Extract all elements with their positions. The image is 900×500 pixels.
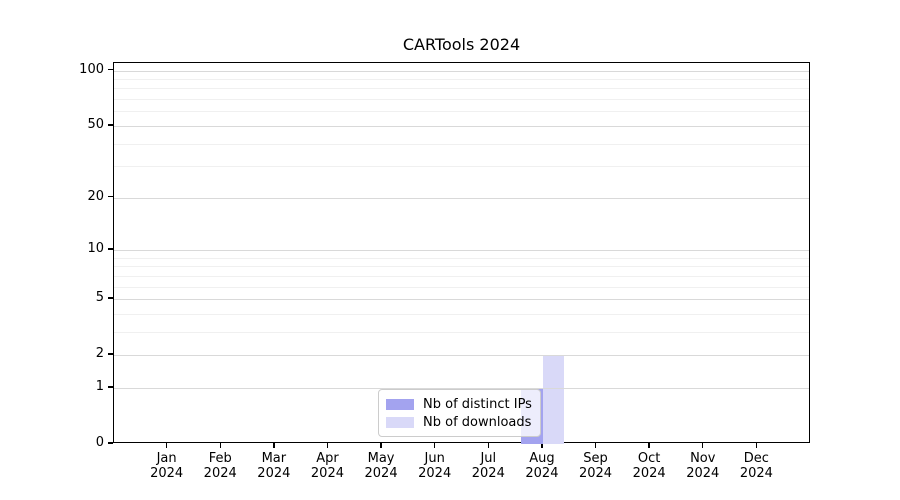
gridline-major-50 — [114, 125, 809, 127]
legend-swatch-icon — [386, 398, 414, 410]
y-tick-label-2: 2 — [95, 346, 104, 362]
x-tick-label-jul: Jul 2024 — [471, 451, 505, 481]
gridline-minor-70 — [114, 99, 809, 101]
x-tick-label-mar: Mar 2024 — [257, 451, 291, 481]
gridline-major-5 — [114, 299, 809, 301]
chart-title: CARTools 2024 — [402, 35, 521, 54]
y-tick-label-0: 0 — [95, 435, 104, 450]
x-tick-mark-oct — [648, 443, 650, 448]
x-tick-mark-jan — [165, 443, 168, 448]
y-tick-label-5: 5 — [95, 290, 104, 306]
x-tick-mark-jun — [433, 443, 436, 448]
legend-entry-downloads: Nb of downloads — [386, 414, 532, 431]
x-tick-label-aug: Aug 2024 — [525, 451, 559, 481]
x-tick-mark-jul — [487, 443, 489, 448]
legend-swatch-icon — [386, 416, 414, 428]
gridline-major-2 — [114, 355, 809, 357]
legend-label: Nb of distinct IPs — [423, 396, 532, 412]
y-tick-label-100: 100 — [79, 61, 104, 77]
x-tick-label-nov: Nov 2024 — [686, 451, 720, 481]
gridline-minor-80 — [114, 88, 809, 90]
y-tick-label-50: 50 — [87, 116, 104, 132]
x-tick-label-may: May 2024 — [364, 451, 398, 481]
gridline-minor-4 — [114, 313, 809, 315]
gridline-minor-30 — [114, 166, 809, 168]
plot-area — [113, 62, 810, 444]
y-tick-mark-5 — [108, 297, 113, 299]
legend-entry-distinct-ips: Nb of distinct IPs — [386, 396, 532, 413]
gridline-minor-90 — [114, 79, 809, 81]
x-tick-mark-nov — [702, 443, 704, 448]
gridline-major-20 — [114, 197, 809, 199]
gridline-major-1 — [114, 387, 809, 389]
gridline-major-10 — [114, 250, 809, 251]
x-tick-label-dec: Dec 2024 — [739, 451, 773, 481]
gridline-minor-7 — [114, 275, 809, 277]
gridline-minor-40 — [114, 143, 809, 145]
gridline-major-100 — [114, 70, 809, 72]
gridline-minor-60 — [114, 111, 809, 113]
y-tick-mark-20 — [108, 195, 113, 198]
x-tick-mark-feb — [219, 443, 221, 448]
gridline-minor-6 — [114, 286, 809, 288]
y-tick-mark-10 — [108, 248, 113, 250]
y-tick-mark-50 — [108, 124, 113, 126]
x-tick-label-apr: Apr 2024 — [310, 451, 344, 481]
y-tick-mark-1 — [108, 386, 113, 388]
gridline-minor-3 — [114, 331, 809, 333]
y-tick-mark-0 — [108, 442, 113, 444]
bar-aug-downloads — [542, 355, 565, 444]
x-tick-mark-may — [380, 443, 382, 448]
y-tick-mark-100 — [108, 68, 113, 71]
x-tick-mark-mar — [273, 443, 275, 448]
y-tick-label-1: 1 — [95, 378, 104, 394]
x-tick-label-feb: Feb 2024 — [203, 451, 237, 481]
x-tick-label-jan: Jan 2024 — [150, 451, 184, 481]
legend: Nb of distinct IPs Nb of downloads — [378, 389, 541, 437]
y-tick-label-20: 20 — [87, 188, 104, 204]
x-tick-mark-apr — [326, 443, 329, 448]
x-tick-mark-dec — [755, 443, 758, 448]
x-tick-label-jun: Jun 2024 — [418, 451, 452, 481]
y-tick-label-10: 10 — [87, 241, 104, 256]
legend-label: Nb of downloads — [423, 414, 532, 430]
x-tick-label-oct: Oct 2024 — [632, 451, 666, 481]
gridline-minor-9 — [114, 257, 809, 259]
gridline-minor-8 — [114, 266, 809, 268]
x-tick-mark-sep — [594, 443, 597, 448]
y-tick-mark-2 — [108, 353, 113, 355]
x-tick-label-sep: Sep 2024 — [578, 451, 613, 481]
x-tick-mark-aug — [541, 443, 543, 448]
